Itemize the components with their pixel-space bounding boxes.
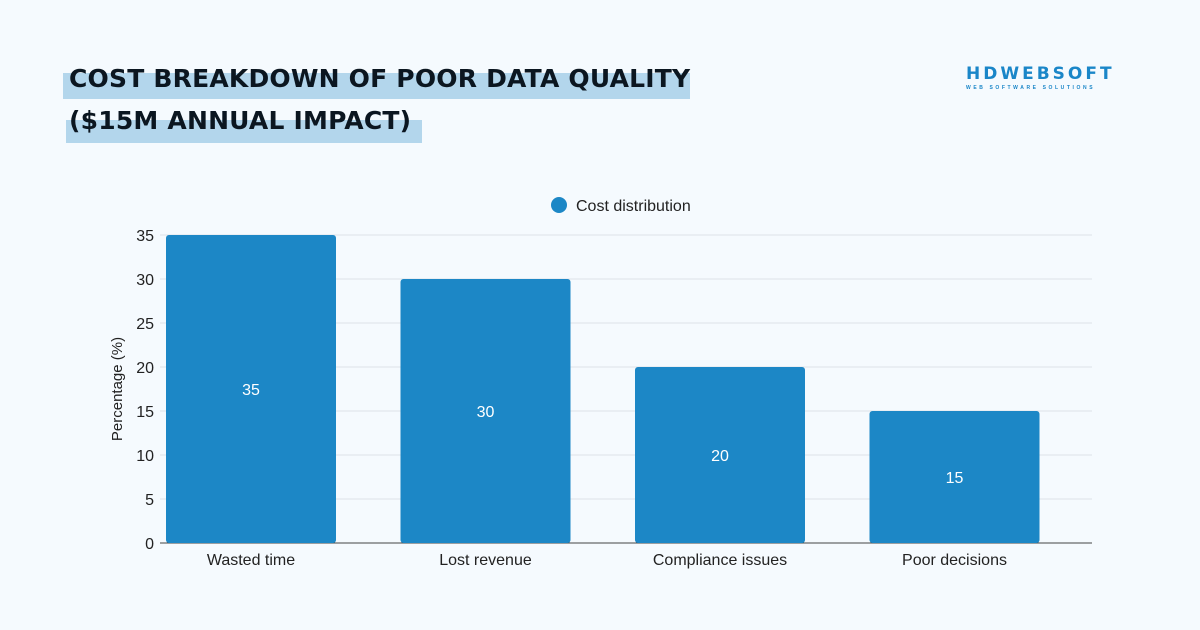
logo-tagline: WEB SOFTWARE SOLUTIONS	[966, 85, 1096, 91]
bar	[166, 235, 336, 543]
y-tick-label: 10	[136, 448, 154, 465]
legend-label: Cost distribution	[576, 198, 691, 215]
bar	[400, 279, 571, 543]
data-label: 20	[711, 448, 729, 465]
logo-name: HDWEBSOFT	[966, 64, 1115, 84]
y-tick-label: 20	[136, 360, 154, 377]
x-tick-label: Lost revenue	[439, 552, 532, 569]
y-axis-label: Percentage (%)	[109, 337, 126, 441]
data-label: 30	[477, 404, 495, 421]
data-label: 35	[242, 382, 260, 399]
y-tick-label: 25	[136, 316, 154, 333]
title-highlight	[66, 120, 422, 143]
x-tick-label: Poor decisions	[902, 552, 1007, 569]
title-highlight	[63, 73, 690, 99]
x-tick-label: Compliance issues	[653, 552, 787, 569]
logo: HDWEBSOFT WEB SOFTWARE SOLUTIONS	[966, 64, 1115, 91]
y-tick-label: 5	[145, 492, 154, 509]
data-label: 15	[946, 470, 964, 487]
chart-title-line2: ($15M ANNUAL IMPACT)	[69, 106, 412, 135]
y-tick-label: 30	[136, 272, 154, 289]
bar	[635, 367, 805, 543]
legend-swatch	[551, 197, 567, 213]
y-tick-label: 15	[136, 404, 154, 421]
x-tick-label: Wasted time	[207, 552, 295, 569]
y-tick-label: 0	[145, 536, 154, 553]
y-tick-label: 35	[136, 228, 154, 245]
bar	[869, 411, 1040, 543]
chart-title-line1: COST BREAKDOWN OF POOR DATA QUALITY	[69, 64, 691, 93]
